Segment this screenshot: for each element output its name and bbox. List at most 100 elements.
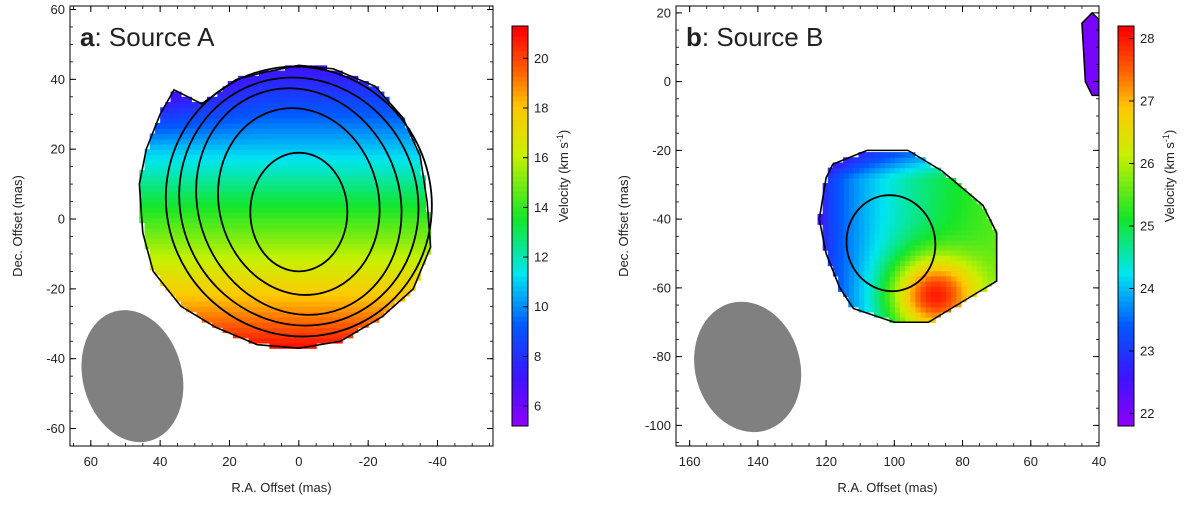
- velocity-pixel: [884, 255, 890, 261]
- velocity-pixel: [180, 143, 187, 150]
- velocity-pixel: [279, 337, 286, 344]
- velocity-pixel: [321, 306, 328, 313]
- colorbar-segment: [1118, 371, 1134, 377]
- velocity-pixel: [383, 117, 390, 124]
- velocity-pixel: [279, 232, 286, 239]
- velocity-pixel: [914, 193, 921, 200]
- velocity-pixel: [264, 70, 270, 77]
- velocity-pixel: [935, 270, 941, 277]
- velocity-pixel: [955, 183, 962, 189]
- velocity-pixel: [160, 243, 166, 250]
- velocity-pixel: [165, 238, 172, 245]
- velocity-pixel: [853, 198, 860, 205]
- velocity-pixel: [274, 290, 281, 297]
- velocity-pixel: [295, 117, 302, 124]
- velocity-pixel: [243, 138, 250, 145]
- colorbar-segment: [1118, 336, 1134, 342]
- velocity-pixel: [342, 128, 348, 135]
- velocity-pixel: [326, 143, 333, 150]
- velocity-pixel: [960, 260, 967, 267]
- velocity-pixel: [279, 248, 286, 255]
- velocity-pixel: [930, 244, 936, 251]
- velocity-pixel: [316, 206, 322, 213]
- velocity-pixel: [326, 264, 333, 271]
- velocity-pixel: [175, 133, 182, 140]
- velocity-pixel: [232, 81, 239, 87]
- velocity-pixel: [873, 152, 880, 158]
- y-tick-label: 0: [58, 212, 65, 227]
- velocity-pixel: [822, 219, 829, 225]
- velocity-pixel: [269, 248, 276, 255]
- velocity-pixel: [362, 185, 369, 192]
- velocity-pixel: [269, 295, 276, 302]
- velocity-pixel: [232, 316, 239, 323]
- velocity-pixel: [404, 143, 411, 150]
- velocity-pixel: [832, 198, 839, 205]
- velocity-pixel: [347, 295, 354, 302]
- velocity-pixel: [827, 183, 834, 189]
- velocity-pixel: [243, 133, 250, 140]
- colorbar-segment: [512, 31, 528, 37]
- velocity-pixel: [965, 239, 972, 246]
- velocity-pixel: [976, 208, 982, 215]
- velocity-pixel: [227, 290, 234, 297]
- velocity-pixel: [925, 270, 931, 277]
- velocity-pixel: [399, 280, 406, 286]
- velocity-pixel: [342, 138, 348, 145]
- velocity-pixel: [253, 86, 260, 93]
- colorbar-tick-label: 16: [534, 150, 548, 165]
- velocity-pixel: [238, 217, 244, 224]
- velocity-pixel: [248, 75, 255, 82]
- velocity-pixel: [232, 206, 239, 213]
- velocity-pixel: [290, 75, 296, 82]
- velocity-pixel: [409, 259, 416, 266]
- velocity-pixel: [321, 159, 328, 166]
- velocity-pixel: [878, 301, 885, 308]
- velocity-pixel: [991, 244, 998, 251]
- velocity-pixel: [248, 290, 255, 297]
- velocity-pixel: [884, 198, 890, 205]
- colorbar-segment: [512, 386, 528, 392]
- velocity-pixel: [264, 227, 270, 234]
- velocity-pixel: [976, 234, 982, 241]
- velocity-pixel: [326, 196, 333, 203]
- velocity-pixel: [904, 311, 911, 318]
- velocity-pixel: [383, 138, 390, 145]
- velocity-pixel: [279, 243, 286, 250]
- velocity-pixel: [321, 243, 328, 250]
- velocity-pixel: [965, 275, 972, 282]
- velocity-pixel: [232, 264, 239, 271]
- velocity-pixel: [889, 152, 895, 158]
- velocity-pixel: [935, 301, 941, 308]
- velocity-pixel: [253, 75, 260, 82]
- velocity-pixel: [212, 222, 218, 229]
- velocity-pixel: [258, 175, 265, 182]
- velocity-pixel: [940, 224, 947, 231]
- velocity-pixel: [904, 306, 911, 313]
- velocity-pixel: [258, 337, 265, 344]
- velocity-pixel: [206, 217, 213, 224]
- velocity-pixel: [914, 177, 921, 184]
- velocity-pixel: [342, 206, 348, 213]
- velocity-pixel: [378, 149, 385, 156]
- velocity-pixel: [321, 253, 328, 260]
- velocity-pixel: [838, 193, 844, 200]
- velocity-pixel: [368, 201, 374, 208]
- velocity-pixel: [909, 265, 916, 272]
- velocity-pixel: [206, 107, 213, 114]
- velocity-pixel: [206, 201, 213, 208]
- velocity-pixel: [269, 238, 276, 245]
- velocity-pixel: [316, 112, 322, 119]
- velocity-pixel: [326, 206, 333, 213]
- velocity-pixel: [253, 332, 260, 339]
- velocity-pixel: [368, 280, 374, 286]
- velocity-pixel: [342, 143, 348, 150]
- velocity-pixel: [180, 102, 187, 108]
- velocity-pixel: [154, 180, 161, 187]
- velocity-pixel: [394, 290, 400, 297]
- velocity-pixel: [186, 295, 192, 302]
- velocity-pixel: [945, 301, 952, 308]
- velocity-pixel: [971, 255, 977, 261]
- velocity-pixel: [206, 102, 213, 108]
- velocity-pixel: [368, 212, 374, 218]
